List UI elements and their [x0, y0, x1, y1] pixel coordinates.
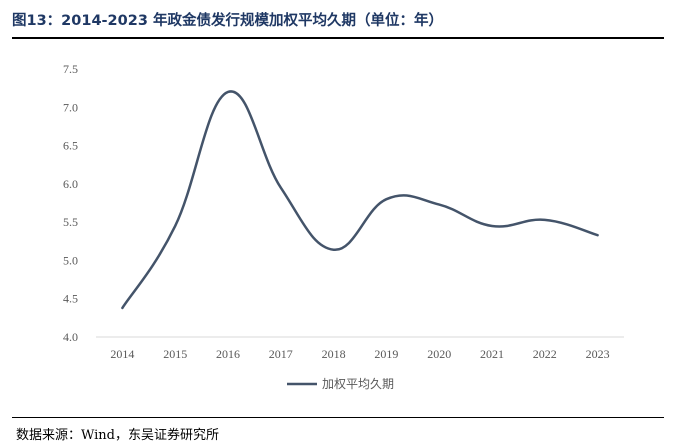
- x-tick-label: 2018: [322, 347, 346, 361]
- y-tick-label: 4.0: [63, 330, 78, 344]
- x-tick-label: 2023: [586, 347, 610, 361]
- source-note: 数据来源：Wind，东吴证券研究所: [16, 428, 219, 443]
- y-tick-label: 5.5: [63, 215, 78, 229]
- y-tick-label: 6.5: [63, 139, 78, 153]
- x-tick-label: 2021: [480, 347, 504, 361]
- x-tick-label: 2022: [533, 347, 557, 361]
- legend: 加权平均久期: [287, 377, 394, 391]
- y-axis: 4.0 4.5 5.0 5.5 6.0 6.5 7.0 7.5: [63, 62, 78, 344]
- legend-label: 加权平均久期: [322, 377, 394, 391]
- x-tick-label: 2016: [216, 347, 240, 361]
- figure-title: 图13：2014-2023 年政金债发行规模加权平均久期（单位：年）: [12, 13, 443, 29]
- series-layer: [121, 90, 599, 310]
- x-tick-label: 2017: [269, 347, 293, 361]
- y-tick-label: 7.5: [63, 62, 78, 76]
- y-tick-label: 6.0: [63, 177, 78, 191]
- title-rule: [12, 37, 664, 39]
- y-tick-label: 7.0: [63, 100, 78, 114]
- x-tick-label: 2020: [427, 347, 451, 361]
- footer-rule: [12, 417, 664, 418]
- y-tick-label: 4.5: [63, 292, 78, 306]
- x-tick-label: 2014: [110, 347, 134, 361]
- x-tick-label: 2019: [374, 347, 398, 361]
- x-axis: 2014 2015 2016 2017 2018 2019 2020 2021 2022 2023: [110, 347, 609, 361]
- x-tick-label: 2015: [163, 347, 187, 361]
- series-line: [121, 90, 599, 310]
- y-tick-label: 5.0: [63, 253, 78, 267]
